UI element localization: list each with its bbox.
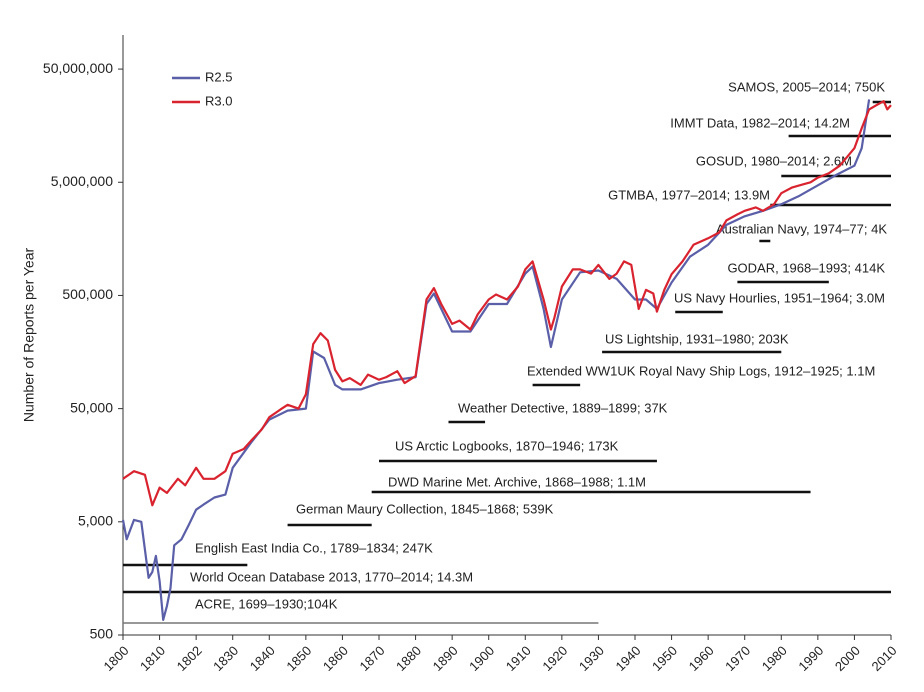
- y-tick-label: 50,000: [70, 399, 113, 415]
- y-tick-label: 500,000: [62, 286, 113, 302]
- x-tick-label: 1850: [283, 643, 314, 674]
- y-tick-label: 5,000,000: [51, 173, 113, 189]
- x-tick-label: 1860: [320, 643, 351, 674]
- x-tick-label: 1980: [759, 643, 790, 674]
- annotation-label: English East India Co., 1789–1834; 247K: [195, 540, 433, 555]
- y-axis-label: Number of Reports per Year: [21, 248, 37, 423]
- x-tick-label: 1840: [247, 643, 278, 674]
- annotation-label: DWD Marine Met. Archive, 1868–1988; 1.1M: [388, 474, 646, 489]
- x-tick-label: 1880: [393, 643, 424, 674]
- y-tick-label: 500: [90, 626, 114, 642]
- legend-label: R2.5: [205, 69, 232, 84]
- x-tick-label: 1930: [576, 643, 607, 674]
- annotation-label: SAMOS, 2005–2014; 750K: [728, 79, 885, 94]
- annotation-label: German Maury Collection, 1845–1868; 539K: [296, 501, 554, 516]
- annotation-label: GODAR, 1968–1993; 414K: [727, 260, 885, 275]
- x-tick-label: 1950: [649, 643, 680, 674]
- x-tick-label: 2010: [868, 643, 899, 674]
- x-tick-label: 1970: [722, 643, 753, 674]
- x-tick-label: 1940: [612, 643, 643, 674]
- annotation-label: Weather Detective, 1889–1899; 37K: [458, 400, 668, 415]
- annotation-label: IMMT Data, 1982–2014; 14.2M: [670, 115, 850, 130]
- x-tick-label: 1920: [539, 643, 570, 674]
- series-line: [122, 100, 892, 507]
- x-tick-label: 1810: [137, 643, 168, 674]
- x-tick-label: 1890: [430, 643, 461, 674]
- legend-label: R3.0: [205, 93, 232, 108]
- x-tick-label: 1870: [356, 643, 387, 674]
- x-tick-label: 1910: [503, 643, 534, 674]
- annotation-label: GOSUD, 1980–2014; 2.6M: [696, 153, 852, 168]
- x-tick-label: 1990: [795, 643, 826, 674]
- annotation-label: Extended WW1UK Royal Navy Ship Logs, 191…: [527, 363, 875, 378]
- y-tick-label: 50,000,000: [43, 60, 113, 76]
- annotation-label: US Lightship, 1931–1980; 203K: [605, 331, 789, 346]
- x-tick-label: 2000: [832, 643, 863, 674]
- annotation-label: Australian Navy, 1974–77; 4K: [716, 221, 887, 236]
- x-tick-label: 1960: [686, 643, 717, 674]
- annotation-label: World Ocean Database 2013, 1770–2014; 14…: [190, 569, 473, 584]
- x-tick-label: 1900: [466, 643, 497, 674]
- x-tick-label: 1830: [210, 643, 241, 674]
- x-tick-label: 1800: [100, 643, 131, 674]
- annotation-label: US Navy Hourlies, 1951–1964; 3.0M: [674, 290, 885, 305]
- x-tick-label: 1802: [174, 643, 205, 674]
- annotation-label: ACRE, 1699–1930;104K: [195, 596, 338, 611]
- annotation-label: US Arctic Logbooks, 1870–1946; 173K: [395, 438, 619, 453]
- y-tick-label: 5,000: [78, 513, 113, 529]
- annotation-label: GTMBA, 1977–2014; 13.9M: [608, 187, 770, 202]
- annotations: [123, 100, 891, 624]
